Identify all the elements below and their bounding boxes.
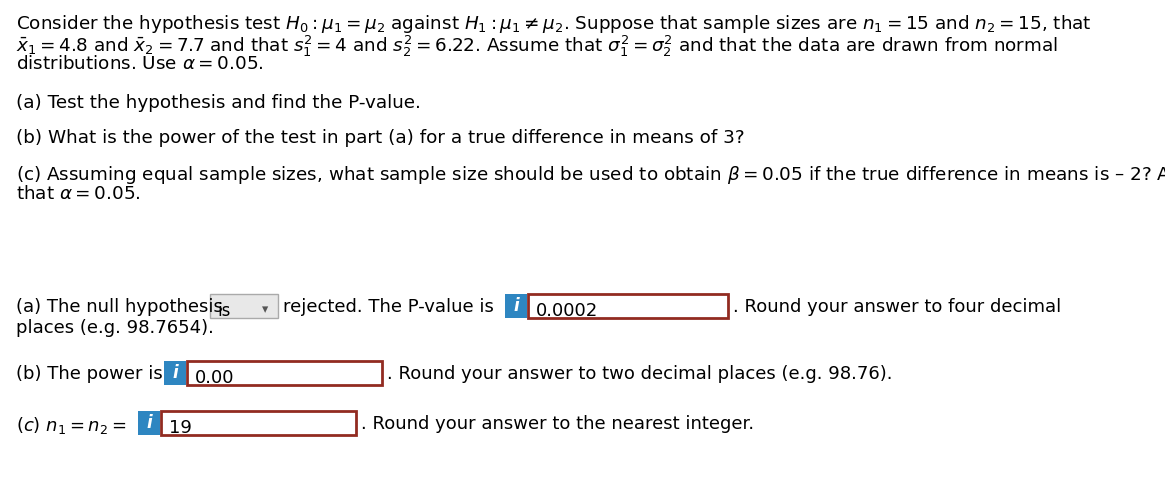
Text: i: i (513, 297, 518, 315)
Text: i: i (172, 364, 178, 382)
FancyBboxPatch shape (504, 294, 527, 318)
Text: 19: 19 (169, 419, 192, 437)
FancyBboxPatch shape (528, 294, 728, 318)
Text: (a) The null hypothesis: (a) The null hypothesis (16, 298, 223, 316)
Text: 0.00: 0.00 (195, 369, 234, 387)
Text: that $\alpha = 0.05$.: that $\alpha = 0.05$. (16, 185, 141, 203)
Text: (b) The power is: (b) The power is (16, 365, 163, 383)
Text: places (e.g. 98.7654).: places (e.g. 98.7654). (16, 319, 214, 337)
FancyBboxPatch shape (210, 294, 278, 318)
Text: . Round your answer to the nearest integer.: . Round your answer to the nearest integ… (361, 415, 754, 433)
Text: . Round your answer to two decimal places (e.g. 98.76).: . Round your answer to two decimal place… (387, 365, 892, 383)
Text: 0.0002: 0.0002 (536, 302, 599, 320)
Text: distributions. Use $\alpha = 0.05$.: distributions. Use $\alpha = 0.05$. (16, 55, 263, 73)
FancyBboxPatch shape (137, 411, 160, 435)
Text: i: i (146, 414, 151, 432)
Text: $\bar{x}_1 = 4.8$ and $\bar{x}_2 = 7.7$ and that $s_1^2 = 4$ and $s_2^2 = 6.22$.: $\bar{x}_1 = 4.8$ and $\bar{x}_2 = 7.7$ … (16, 34, 1058, 59)
FancyBboxPatch shape (188, 361, 382, 385)
Text: . Round your answer to four decimal: . Round your answer to four decimal (733, 298, 1061, 316)
Text: (a) Test the hypothesis and find the P-value.: (a) Test the hypothesis and find the P-v… (16, 94, 421, 112)
FancyBboxPatch shape (164, 361, 186, 385)
Text: ▾: ▾ (262, 303, 268, 316)
Text: Consider the hypothesis test $H_0 : \mu_1 = \mu_2$ against $H_1 : \mu_1 \neq \mu: Consider the hypothesis test $H_0 : \mu_… (16, 13, 1092, 35)
Text: (c) Assuming equal sample sizes, what sample size should be used to obtain $\bet: (c) Assuming equal sample sizes, what sa… (16, 164, 1165, 186)
FancyBboxPatch shape (161, 411, 356, 435)
Text: is: is (217, 302, 231, 320)
Text: (b) What is the power of the test in part (a) for a true difference in means of : (b) What is the power of the test in par… (16, 129, 744, 147)
Text: rejected. The P-value is: rejected. The P-value is (283, 298, 494, 316)
Text: $(c)\ n_1 = n_2 =$: $(c)\ n_1 = n_2 =$ (16, 415, 126, 436)
